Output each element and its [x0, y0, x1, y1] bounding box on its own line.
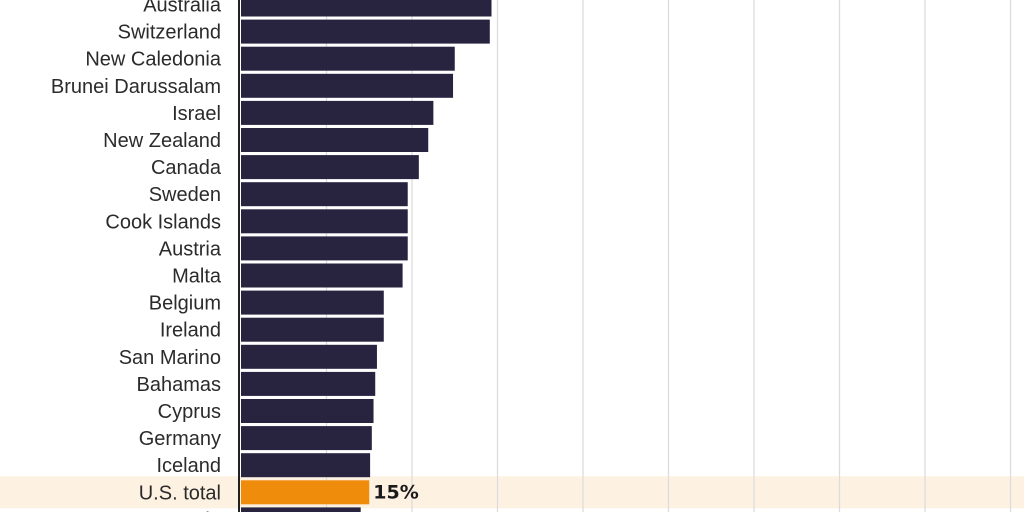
- category-label: Iceland: [157, 455, 222, 477]
- category-label: Belgium: [149, 293, 221, 315]
- category-labels: Australia Switzerland New Caledonia Brunei …: [51, 0, 222, 512]
- bar: [241, 344, 377, 369]
- category-label: New Caledonia: [85, 49, 222, 71]
- highlight-band-layer: [0, 476, 1024, 509]
- bar: [241, 19, 490, 44]
- category-label: Israel: [172, 103, 221, 125]
- category-label: San Marino: [119, 347, 221, 369]
- category-label: Sweden: [149, 184, 221, 206]
- bar: [241, 317, 384, 342]
- bar: [241, 426, 372, 451]
- bar: [241, 399, 374, 423]
- category-label: U.S. total: [139, 482, 221, 504]
- value-labels: 15%: [373, 481, 418, 503]
- bar: [241, 453, 371, 478]
- bar: [241, 507, 361, 512]
- bar: [241, 0, 492, 17]
- bar: [241, 371, 376, 396]
- category-label: Malta: [172, 266, 222, 288]
- category-label: Brunei Darussalam: [51, 76, 221, 98]
- category-label: Germany: [139, 428, 221, 450]
- bar: [241, 73, 454, 98]
- category-label: Estonia: [154, 509, 222, 512]
- bars: [241, 0, 492, 512]
- bar: [241, 209, 408, 234]
- bar: [241, 128, 429, 152]
- bar: [241, 46, 455, 71]
- category-label: Austria: [159, 238, 222, 260]
- category-label: Bahamas: [137, 374, 222, 396]
- category-label: Canada: [151, 157, 222, 179]
- category-label: Cyprus: [158, 401, 221, 423]
- bar: [241, 100, 434, 125]
- value-label: 15%: [373, 481, 418, 503]
- bar: [241, 155, 419, 180]
- category-label: Ireland: [160, 320, 221, 342]
- bar-highlight: [241, 480, 370, 505]
- category-label: New Zealand: [103, 130, 221, 152]
- category-label: Switzerland: [118, 22, 221, 44]
- bar: [241, 263, 403, 288]
- bar: [241, 290, 384, 315]
- category-label: Australia: [143, 0, 222, 17]
- category-label: Cook Islands: [105, 211, 221, 233]
- bar: [241, 182, 408, 207]
- bar: [241, 236, 408, 261]
- highlight-band: [0, 476, 1024, 509]
